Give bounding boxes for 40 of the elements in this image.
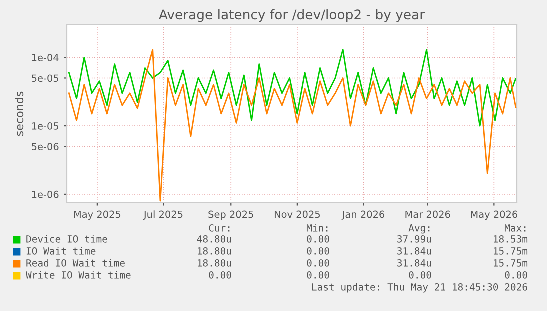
x-tick-label: May 2026	[471, 210, 518, 220]
x-tick-label: Nov 2025	[274, 210, 320, 218]
x-tick-label: May 2025	[74, 210, 121, 220]
legend-label: IO Wait time	[26, 247, 96, 255]
text: 0.00	[409, 271, 432, 279]
text: 0.00	[505, 271, 528, 279]
y-tick-label: 1e-06	[32, 190, 59, 198]
text: 0.00	[209, 271, 232, 279]
text: 0.00	[307, 235, 330, 243]
y-tick-label: 5e-05	[32, 74, 59, 82]
y-tick-label: 1e-05	[32, 122, 59, 130]
text: 15.75m	[494, 260, 528, 267]
text: Last update: Thu May 21 18:45:30 2026	[312, 283, 528, 293]
text: Avg:	[408, 224, 430, 234]
text: 0.00	[307, 271, 330, 279]
x-tick-label: Jan 2026	[342, 210, 385, 220]
y-tick-label: 1e-04	[32, 54, 59, 62]
x-tick-label: Mar 2026	[406, 210, 450, 218]
text: 18.53m	[494, 235, 528, 243]
text: 37.99u	[398, 235, 432, 243]
text: 48.80u	[197, 235, 232, 243]
text: Max:	[504, 224, 526, 232]
legend-label: Read IO Wait time	[26, 259, 125, 267]
text: 18.80u	[198, 259, 232, 267]
text: 0.00	[307, 247, 330, 255]
legend-label: Write IO Wait time	[26, 271, 131, 279]
text: 31.84u	[398, 259, 432, 267]
text: Min:	[306, 224, 328, 232]
text: Cur:	[209, 224, 230, 232]
legend-label: Device IO time	[26, 235, 108, 243]
text: 15.75m	[494, 248, 528, 255]
y-tick-label: 5e-06	[32, 143, 59, 150]
text: 0.00	[307, 259, 330, 267]
line-series	[68, 49, 517, 127]
chart-title: Average latency for /dev/loop2 - by year	[159, 9, 426, 22]
text: 31.84u	[398, 247, 432, 255]
x-tick-label: Sep 2025	[208, 210, 254, 220]
text: 18.80u	[198, 247, 232, 255]
x-tick-label: Jul 2025	[143, 210, 183, 220]
y-axis-title: seconds	[15, 92, 24, 136]
